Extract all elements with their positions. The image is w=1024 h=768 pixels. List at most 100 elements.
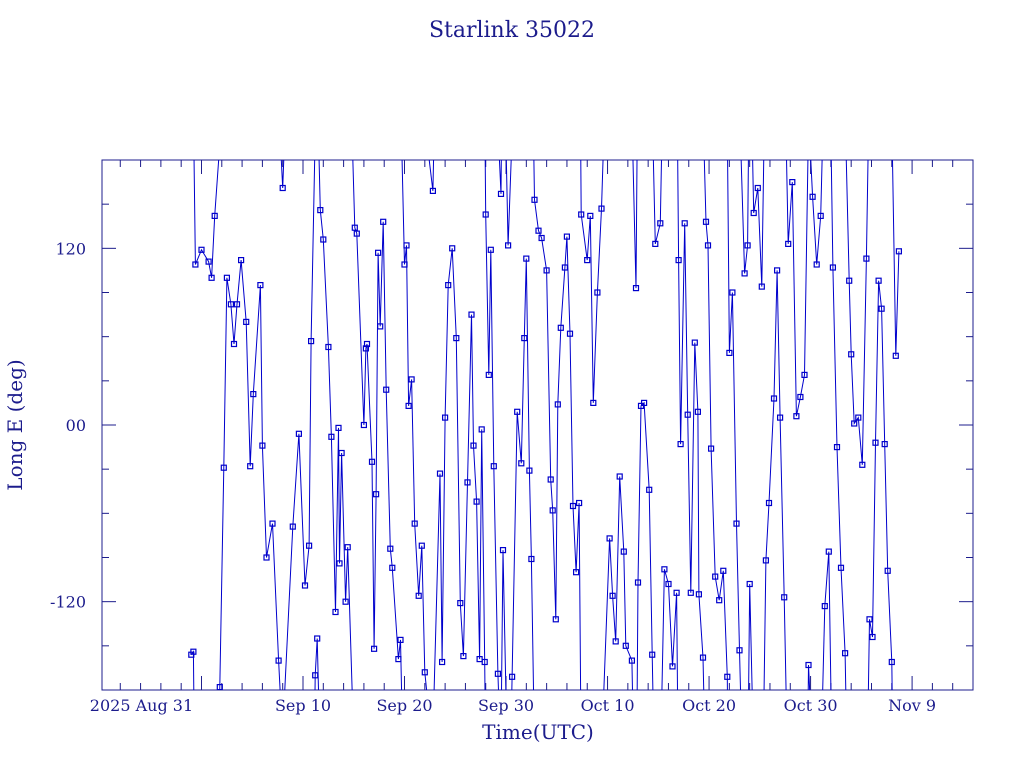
data-point: [758, 283, 765, 290]
data-point: [609, 592, 616, 599]
data-point: [649, 651, 656, 658]
data-point: [521, 335, 528, 342]
data-point: [598, 205, 605, 212]
data-point: [547, 476, 554, 483]
data-point: [295, 430, 302, 437]
data-point: [587, 212, 594, 219]
data-point: [468, 311, 475, 318]
data-point: [269, 520, 276, 527]
y-tick-label: 00: [66, 416, 86, 435]
data-point: [353, 230, 360, 237]
data-point: [481, 658, 488, 666]
plot-frame: [101, 159, 974, 691]
data-point: [744, 242, 751, 249]
data-point: [192, 261, 199, 268]
data-point: [198, 246, 205, 253]
data-point: [817, 212, 824, 219]
y-axis-labels: -120 00 120: [50, 239, 86, 611]
data-point: [716, 597, 723, 604]
data-point: [457, 599, 464, 607]
data-point: [528, 555, 535, 563]
data-point: [829, 264, 837, 271]
data-point: [750, 209, 757, 217]
data-point: [566, 330, 574, 337]
data-point: [436, 470, 444, 477]
data-point: [332, 608, 339, 616]
data-point: [702, 218, 710, 225]
data-point: [694, 408, 702, 415]
data-point: [485, 371, 492, 378]
x-tick-label: Sep 20: [376, 696, 432, 715]
data-point: [373, 491, 380, 498]
data-point: [449, 245, 456, 252]
y-tick-label: -120: [50, 593, 86, 612]
series-layer: [188, 160, 903, 690]
data-point: [230, 340, 238, 348]
data-point: [395, 655, 402, 663]
data-point: [514, 408, 521, 415]
data-point: [487, 246, 494, 253]
data-point: [691, 339, 698, 346]
data-point: [216, 683, 223, 690]
data-point: [578, 211, 585, 218]
data-point: [473, 498, 480, 505]
data-point: [557, 324, 564, 331]
data-point: [325, 343, 332, 351]
data-point: [360, 421, 367, 429]
data-point: [220, 464, 227, 471]
data-point: [344, 544, 351, 551]
data-point: [825, 548, 832, 555]
data-point: [866, 616, 873, 623]
data-point: [314, 635, 321, 642]
data-point: [505, 242, 512, 249]
data-point: [846, 277, 853, 284]
data-point: [335, 424, 342, 431]
data-point: [328, 433, 335, 440]
data-point: [411, 520, 418, 527]
data-point: [612, 638, 619, 645]
data-point: [628, 657, 636, 664]
data-point: [320, 236, 327, 243]
data-point: [569, 502, 577, 510]
data-point: [622, 642, 629, 649]
data-point: [863, 255, 870, 262]
data-point: [793, 413, 800, 420]
data-point: [494, 670, 501, 677]
data-point: [762, 557, 770, 564]
data-point: [387, 545, 394, 552]
data-point: [741, 270, 748, 277]
data-point: [888, 658, 895, 666]
data-point: [482, 211, 489, 218]
plot-area: [188, 160, 903, 690]
data-point: [380, 218, 387, 225]
data-point: [445, 282, 452, 289]
data-point: [813, 261, 820, 268]
data-point: [773, 267, 781, 274]
data-point: [351, 224, 358, 231]
data-point: [338, 449, 345, 457]
data-point: [342, 598, 349, 605]
x-axis-ticks: [119, 160, 954, 690]
data-point: [211, 212, 218, 219]
data-point: [594, 289, 601, 296]
data-point: [368, 458, 376, 465]
data-point: [453, 335, 460, 342]
x-tick-label: Oct 10: [581, 696, 635, 715]
data-point: [584, 257, 591, 264]
data-point: [684, 411, 691, 418]
data-point: [620, 548, 627, 555]
data-point: [552, 616, 559, 623]
data-point: [606, 535, 613, 542]
data-point: [809, 193, 816, 200]
data-point: [499, 546, 507, 554]
data-point: [312, 672, 319, 679]
data-point: [895, 248, 903, 255]
data-point: [561, 264, 569, 271]
data-point: [878, 305, 885, 312]
data-point: [675, 257, 682, 264]
data-point: [640, 399, 648, 406]
data-point: [855, 414, 862, 421]
data-point: [707, 445, 715, 452]
data-point: [363, 340, 371, 348]
